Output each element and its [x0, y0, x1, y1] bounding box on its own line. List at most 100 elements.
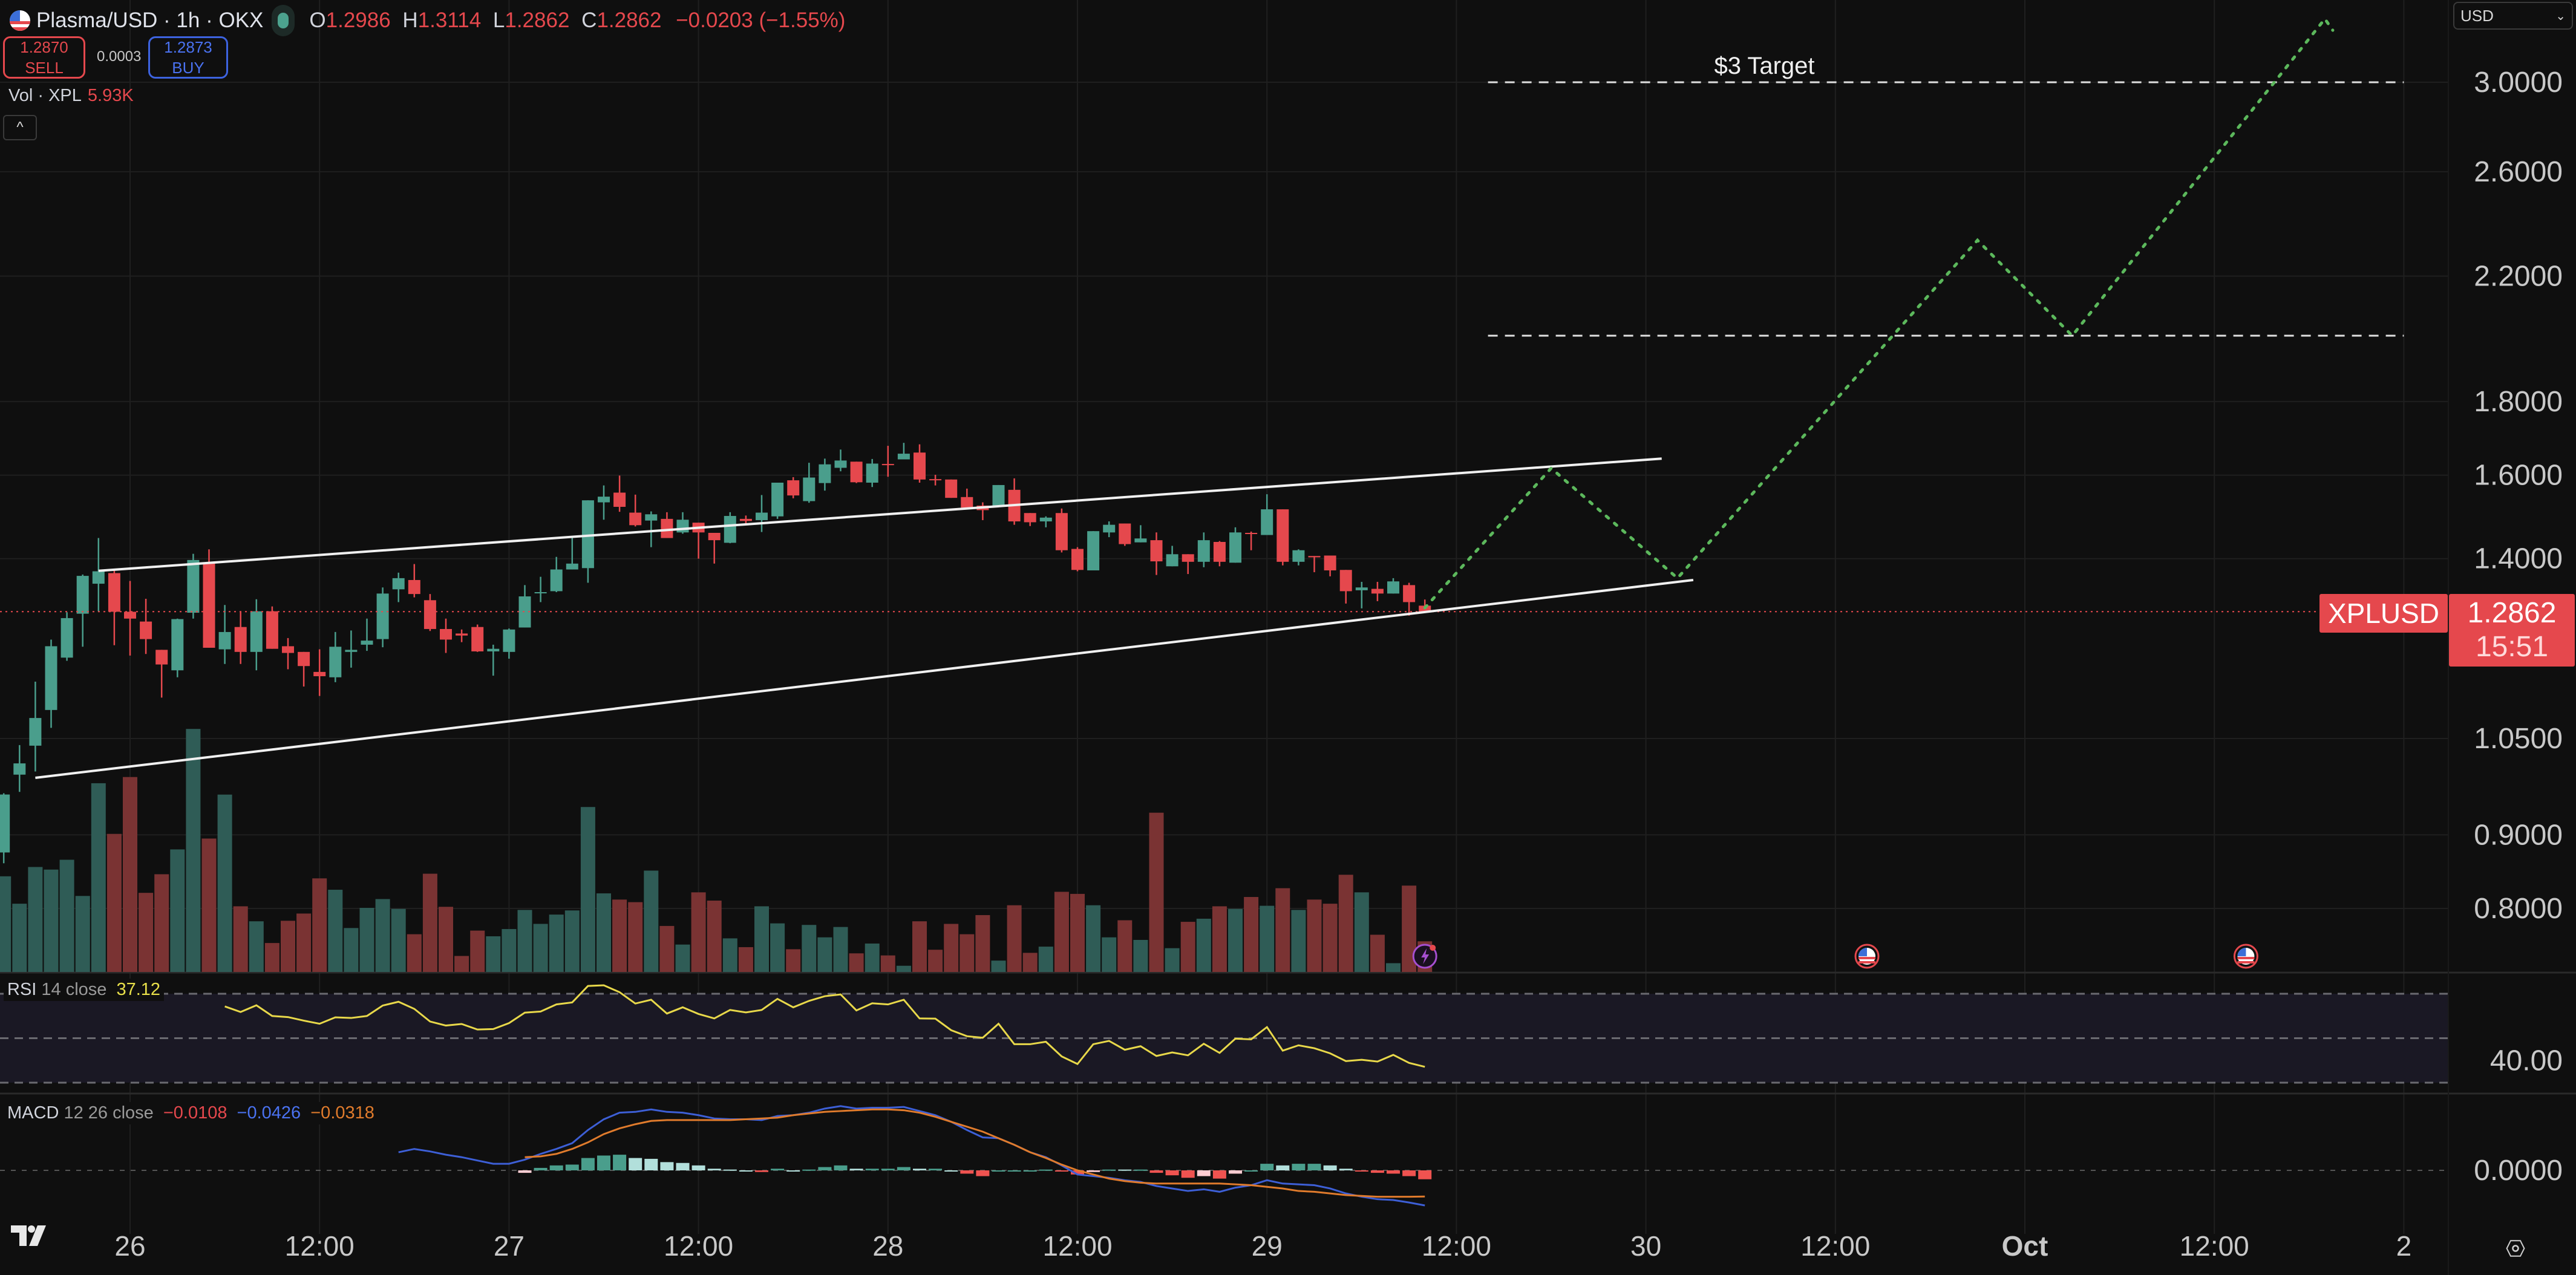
- close-label: C: [581, 8, 597, 32]
- candle: [1277, 509, 1289, 566]
- candle: [1292, 549, 1305, 566]
- tradingview-logo[interactable]: [11, 1225, 50, 1252]
- macd-histogram-bar: [1212, 1170, 1226, 1179]
- bar-countdown: 15:51: [2475, 631, 2549, 663]
- volume-bar: [201, 838, 217, 972]
- candle-body: [45, 646, 57, 710]
- volume-bar: [928, 950, 943, 972]
- candle: [1339, 570, 1352, 604]
- macd-histogram-bar: [707, 1169, 721, 1170]
- macd-histogram-bar: [629, 1158, 642, 1170]
- volume-bar: [439, 907, 453, 972]
- candle-body: [739, 518, 752, 521]
- candle-body: [803, 477, 816, 501]
- volume-bar: [264, 943, 280, 972]
- sell-button[interactable]: 1.2870 SELL: [3, 36, 85, 79]
- macd-histogram-bar: [881, 1169, 895, 1170]
- macd-histogram-bar: [897, 1167, 910, 1170]
- volume-bar: [612, 899, 627, 972]
- time-axis-label: 27: [494, 1230, 525, 1262]
- drawings[interactable]: $3 Target: [35, 16, 2404, 779]
- candle: [992, 484, 1005, 507]
- lightning-icon[interactable]: [1412, 944, 1437, 969]
- projection-path[interactable]: [1423, 16, 2335, 610]
- candle-body: [581, 500, 594, 569]
- volume-legend[interactable]: Vol · XPL 5.93K: [8, 86, 134, 106]
- rsi-name: RSI: [7, 980, 37, 999]
- rsi-line: [224, 984, 1425, 1068]
- candle: [1166, 546, 1178, 567]
- candle: [282, 638, 294, 670]
- macd-histogram-bar: [992, 1170, 1005, 1172]
- candle-body: [250, 611, 263, 652]
- us-flag-icon[interactable]: [1854, 944, 1880, 969]
- candle-body: [724, 516, 736, 543]
- buy-button[interactable]: 1.2873 BUY: [148, 36, 228, 79]
- macd-histogram-bar: [518, 1170, 532, 1173]
- collapse-legend-button[interactable]: ^: [3, 115, 37, 140]
- axes[interactable]: 26 12:00 27 12:00 28 12:00 29 12:00 30 12:00 Oct 12…: [114, 0, 2563, 1275]
- macd-histogram-bar: [913, 1169, 926, 1170]
- volume-bar: [486, 936, 501, 972]
- macd-histogram-bar: [1165, 1170, 1179, 1176]
- trend-line[interactable]: [98, 457, 1662, 572]
- volume-bar: [344, 928, 359, 972]
- candle: [155, 650, 168, 698]
- candle-body: [155, 650, 168, 665]
- candle-body: [929, 479, 942, 481]
- chevron-down-icon: ⌄: [2555, 9, 2566, 23]
- settings-icon[interactable]: [2503, 1236, 2528, 1260]
- candle: [976, 502, 989, 520]
- volume-bar: [1228, 908, 1243, 972]
- price-axis-label: 1.0500: [2474, 723, 2563, 755]
- candle-body: [1261, 509, 1273, 535]
- candle-body: [645, 514, 658, 521]
- chevron-up-icon: ^: [16, 119, 24, 135]
- candle-body: [487, 648, 500, 651]
- macd-histogram-bar: [1370, 1170, 1384, 1173]
- trend-line[interactable]: [35, 578, 1694, 779]
- volume-bar: [296, 913, 312, 972]
- candle-body: [234, 627, 247, 652]
- candle-body: [1182, 554, 1194, 562]
- candle: [108, 570, 120, 645]
- symbol-title[interactable]: Plasma/USD · 1h · OKX: [36, 8, 264, 32]
- price-axis-label: 0.9000: [2474, 819, 2563, 851]
- macd-histogram-bar: [786, 1170, 800, 1172]
- candle: [1150, 532, 1163, 575]
- price-axis-label: 2.6000: [2474, 156, 2563, 188]
- macd-hist-value: −0.0108: [163, 1103, 227, 1123]
- us-flag-icon[interactable]: [2233, 944, 2258, 969]
- volume-bar: [1338, 875, 1353, 972]
- volume-bar: [1022, 953, 1038, 972]
- macd-histogram-bar: [1355, 1170, 1368, 1172]
- macd-legend[interactable]: MACD 12 26 close −0.0108 −0.0426 −0.0318: [4, 1102, 378, 1124]
- candle: [218, 605, 231, 664]
- candle: [850, 461, 863, 483]
- rsi-params: 14 close: [41, 980, 107, 999]
- volume-bar: [249, 921, 264, 972]
- volume-bar: [422, 873, 437, 972]
- candle-body: [1245, 532, 1258, 534]
- rsi-legend[interactable]: RSI 14 close 37.12: [4, 979, 165, 1001]
- macd-histogram-bar: [755, 1170, 768, 1172]
- buy-price: 1.2873: [164, 38, 212, 56]
- macd-histogram-bar: [565, 1164, 579, 1170]
- macd-axis-label: 0.0000: [2474, 1155, 2563, 1187]
- candle: [1087, 531, 1100, 571]
- candle: [866, 458, 878, 488]
- macd-histogram-bar: [581, 1158, 595, 1170]
- high-label: H: [402, 8, 418, 32]
- candle-body: [423, 600, 436, 629]
- candle: [1103, 521, 1116, 538]
- events[interactable]: [1412, 944, 2258, 969]
- candle: [1071, 547, 1084, 572]
- macd-histogram-bar: [960, 1170, 974, 1174]
- macd-histogram-bar: [1102, 1169, 1116, 1171]
- candle-body: [914, 452, 926, 480]
- currency-select[interactable]: USD ⌄: [2453, 2, 2573, 30]
- candle-body: [598, 497, 610, 503]
- volume-bar: [597, 893, 611, 972]
- market-status-icon[interactable]: [272, 5, 295, 36]
